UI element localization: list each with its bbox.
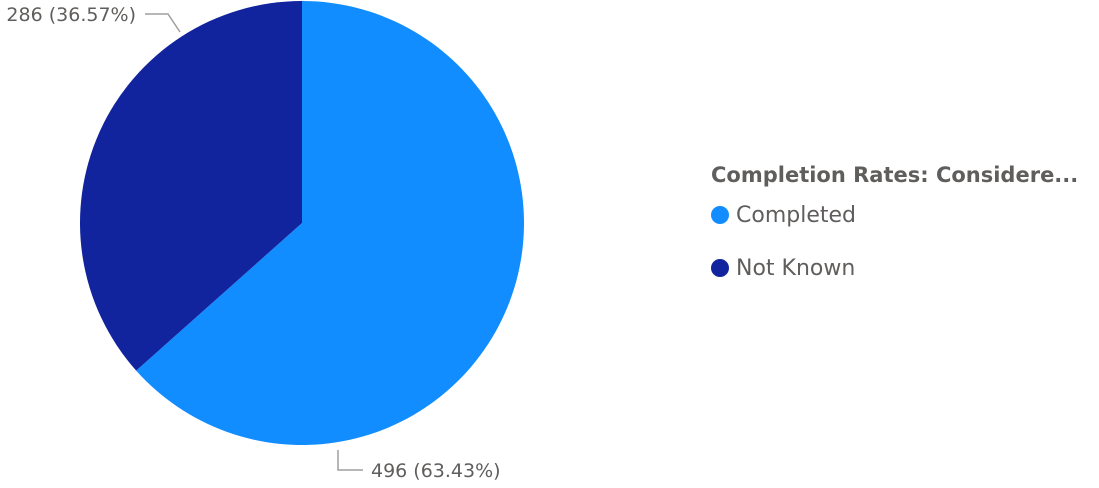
leader-line-completed xyxy=(337,450,363,471)
pie-chart: 286 (36.57%) 496 (63.43%) xyxy=(6,1,525,482)
legend-label-not-known: Not Known xyxy=(736,255,856,281)
pie-slice-completed[interactable] xyxy=(136,1,525,446)
pie-slice-not-known[interactable] xyxy=(80,1,303,371)
legend: Completion Rates: Considere... Completed… xyxy=(711,160,1096,283)
legend-label-completed: Completed xyxy=(736,202,856,228)
data-label-not-known[interactable]: 286 (36.57%) xyxy=(6,4,136,26)
legend-item-not-known[interactable]: Not Known xyxy=(711,253,1096,283)
legend-dot-not-known xyxy=(711,259,729,277)
legend-item-completed[interactable]: Completed xyxy=(711,200,1096,230)
pie-slices xyxy=(80,1,525,446)
legend-title: Completion Rates: Considere... xyxy=(711,163,1079,187)
data-label-completed[interactable]: 496 (63.43%) xyxy=(371,460,501,482)
leader-line-not-known xyxy=(145,13,181,33)
legend-dot-completed xyxy=(711,206,729,224)
